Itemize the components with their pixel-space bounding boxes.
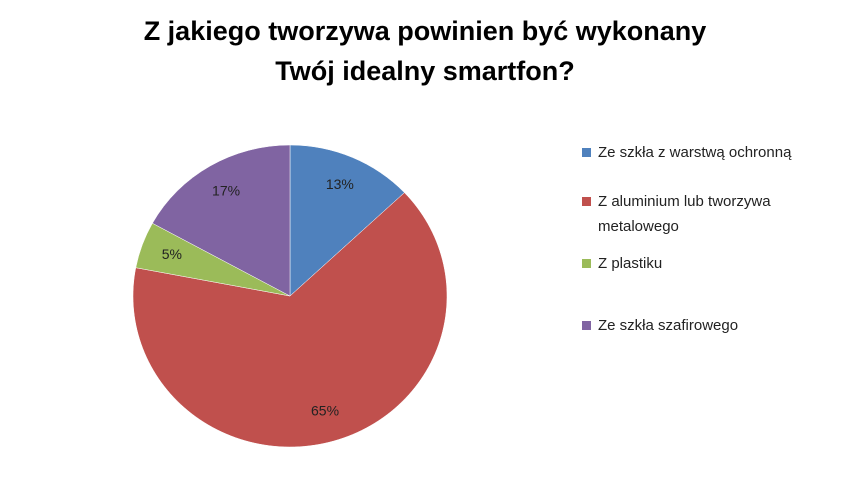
legend-label: Z aluminium lub tworzywa metalowego [598, 193, 771, 235]
legend-swatch [582, 259, 591, 268]
legend-label: Z plastiku [598, 255, 663, 272]
pie-slice [289, 144, 405, 297]
legend-swatch [582, 148, 591, 157]
data-label: 13% [326, 176, 354, 192]
chart-title: Twój idealny smartfon? [275, 56, 575, 86]
data-label: 5% [162, 246, 182, 262]
legend-item: Ze szkła z warstwą ochronną [580, 140, 820, 165]
data-label: 17% [212, 183, 240, 199]
legend-item: Z plastiku [580, 251, 820, 276]
legend-label: Ze szkła szafirowego [598, 317, 739, 334]
legend-item: Ze szkła szafirowego [580, 313, 820, 338]
pie-slice [152, 144, 291, 297]
legend-swatch [582, 197, 591, 206]
data-label: 65% [311, 403, 339, 419]
chart-title: Z jakiego tworzywa powinien być wykonany [144, 16, 707, 46]
pie-slice [132, 192, 448, 448]
legend-swatch [582, 321, 591, 330]
legend: Ze szkła z warstwą ochronną Z aluminium l… [580, 140, 820, 338]
legend-item: Z aluminium lub tworzywa metalowego [580, 189, 820, 239]
legend-label: Ze szkła z warstwą ochronną [598, 144, 792, 161]
